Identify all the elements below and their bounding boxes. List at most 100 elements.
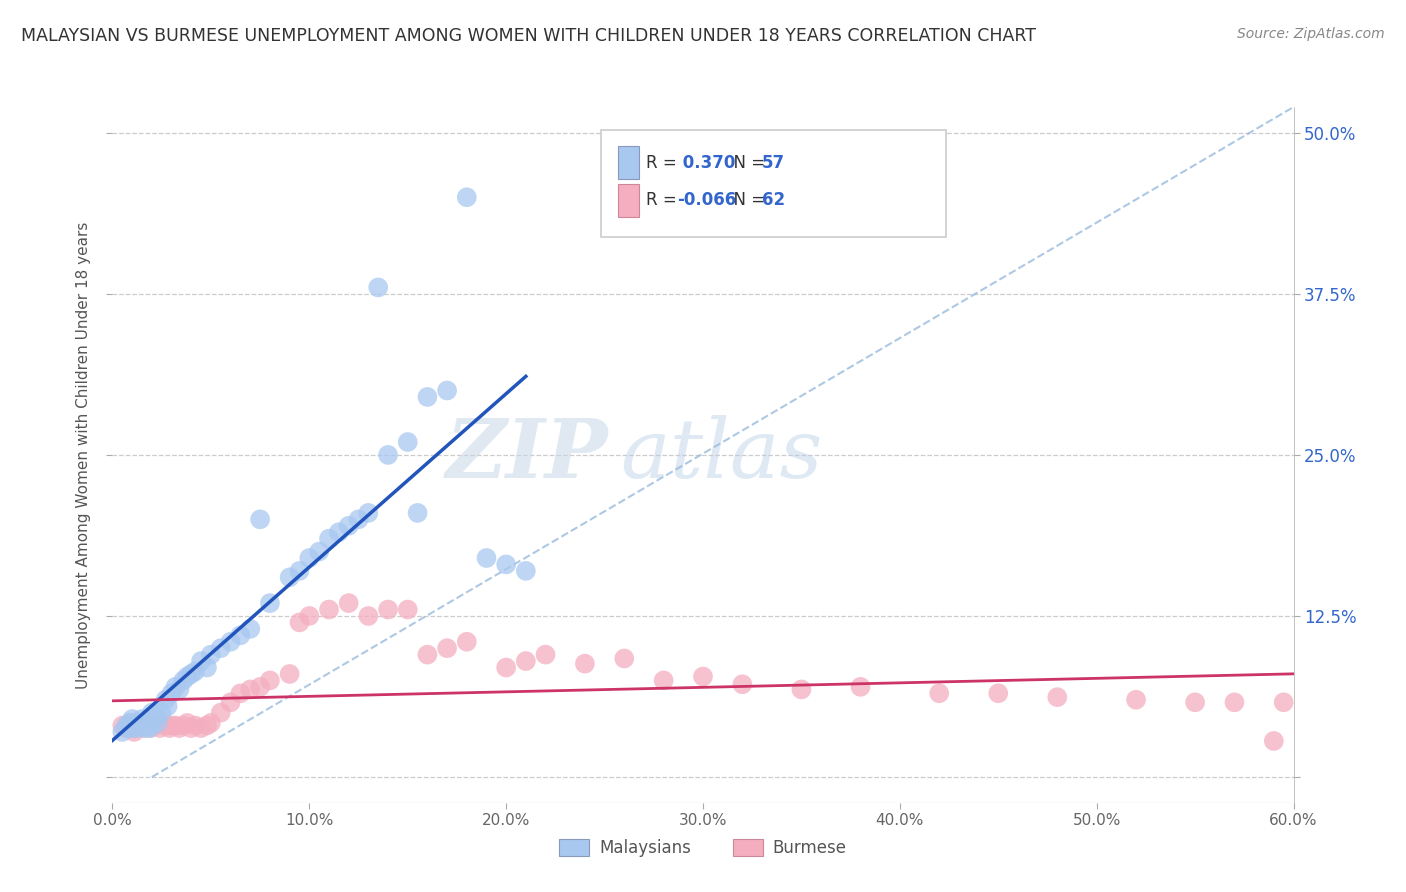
Text: -0.066: -0.066 <box>678 191 737 210</box>
Point <box>120 715 142 730</box>
Point <box>288 615 311 630</box>
Point <box>652 673 675 688</box>
Point <box>495 660 517 674</box>
Point <box>172 673 194 688</box>
Legend: Malaysians, Burmese: Malaysians, Burmese <box>553 832 853 864</box>
Text: N =: N = <box>723 191 770 210</box>
Point <box>357 506 380 520</box>
Text: 62: 62 <box>762 191 785 210</box>
Point <box>135 715 157 730</box>
Point <box>115 718 138 732</box>
Text: 57: 57 <box>762 153 785 171</box>
Point <box>184 665 207 679</box>
Point <box>987 686 1010 700</box>
Point <box>249 512 271 526</box>
Point <box>239 622 262 636</box>
Text: 0.370: 0.370 <box>678 153 735 171</box>
Point <box>692 669 714 683</box>
Point <box>120 715 142 730</box>
Point <box>278 570 301 584</box>
Point <box>396 602 419 616</box>
Point <box>1263 734 1285 748</box>
Point <box>150 715 173 730</box>
Point <box>122 725 145 739</box>
Point <box>515 654 537 668</box>
Point <box>160 718 183 732</box>
Point <box>1272 695 1295 709</box>
Point <box>367 280 389 294</box>
Point <box>337 596 360 610</box>
Point <box>117 721 139 735</box>
Point <box>436 641 458 656</box>
Point <box>1223 695 1246 709</box>
Point <box>129 718 152 732</box>
Point <box>146 715 169 730</box>
Point <box>259 673 281 688</box>
Point <box>131 718 153 732</box>
Text: atlas: atlas <box>620 415 823 495</box>
Point <box>475 551 498 566</box>
Point <box>416 648 439 662</box>
Point <box>298 609 321 624</box>
Point <box>184 718 207 732</box>
Point <box>149 721 172 735</box>
Point <box>111 725 134 739</box>
Point <box>731 677 754 691</box>
Point <box>219 634 242 648</box>
Point <box>122 718 145 732</box>
Point <box>308 544 330 558</box>
Point <box>190 654 212 668</box>
Point <box>121 718 143 732</box>
Point <box>229 628 252 642</box>
Text: R =: R = <box>647 191 682 210</box>
Point <box>132 721 155 735</box>
Point <box>145 718 167 732</box>
Point <box>190 721 212 735</box>
Point <box>195 718 218 732</box>
Point <box>337 518 360 533</box>
Point <box>288 564 311 578</box>
Text: ZIP: ZIP <box>446 415 609 495</box>
Point <box>136 718 159 732</box>
Point <box>176 715 198 730</box>
Point <box>145 708 167 723</box>
Point <box>318 602 340 616</box>
Point <box>165 718 187 732</box>
Point <box>259 596 281 610</box>
Point <box>165 680 187 694</box>
Point <box>495 558 517 572</box>
Point <box>200 715 222 730</box>
Point <box>416 390 439 404</box>
Point <box>1046 690 1069 705</box>
Point <box>456 190 478 204</box>
Point <box>318 532 340 546</box>
Point <box>156 699 179 714</box>
Point <box>574 657 596 671</box>
Point <box>436 384 458 398</box>
Point <box>209 706 232 720</box>
Point <box>180 721 202 735</box>
Point <box>111 718 134 732</box>
Point <box>456 634 478 648</box>
Point <box>150 706 173 720</box>
Point <box>155 718 177 732</box>
Point <box>1184 695 1206 709</box>
Point <box>328 525 350 540</box>
Point <box>160 686 183 700</box>
Point <box>139 721 162 735</box>
Point <box>121 721 143 735</box>
Point <box>1125 692 1147 706</box>
Point <box>790 682 813 697</box>
Point <box>141 715 163 730</box>
Text: R =: R = <box>647 153 682 171</box>
Point <box>298 551 321 566</box>
Point <box>169 721 191 735</box>
Point <box>229 686 252 700</box>
Point <box>195 660 218 674</box>
Point <box>159 721 181 735</box>
Text: MALAYSIAN VS BURMESE UNEMPLOYMENT AMONG WOMEN WITH CHILDREN UNDER 18 YEARS CORRE: MALAYSIAN VS BURMESE UNEMPLOYMENT AMONG … <box>21 27 1036 45</box>
Point <box>249 680 271 694</box>
Point <box>129 715 152 730</box>
Point <box>121 712 143 726</box>
Point <box>176 669 198 683</box>
